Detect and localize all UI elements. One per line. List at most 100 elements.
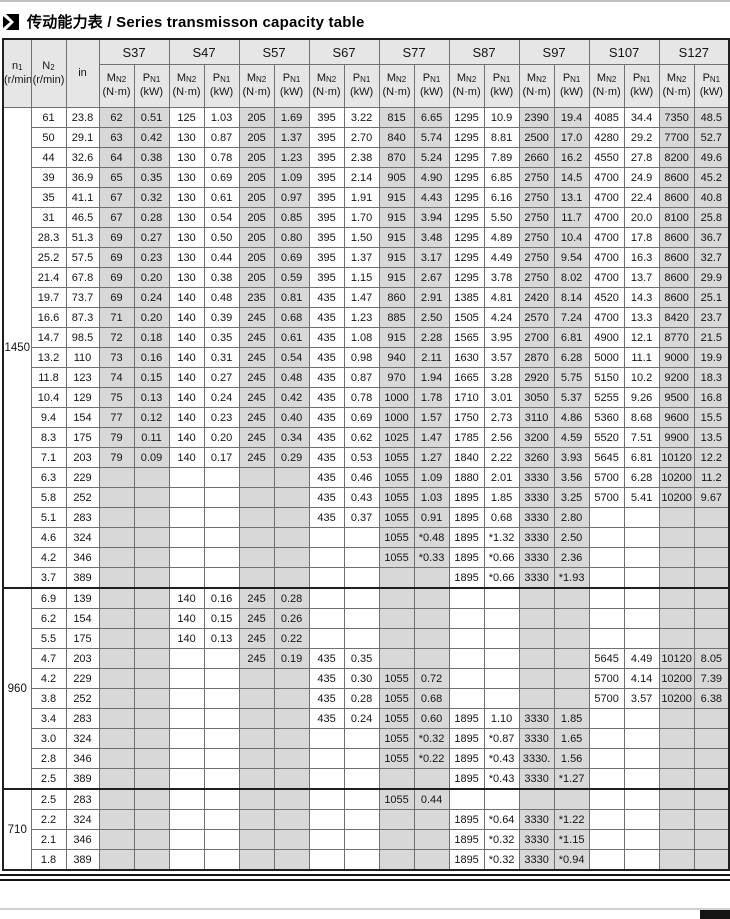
value-cell [343,809,380,830]
value-cell [238,748,275,769]
value-cell: 1.69 [273,107,310,128]
value-cell [693,768,730,790]
value-cell: 435 [308,668,345,689]
value-cell: *0.32 [483,849,520,871]
value-cell: 1.78 [413,387,450,408]
value-cell: 0.43 [343,487,380,508]
value-cell [273,527,310,548]
value-cell [588,547,625,568]
col-header-n1: n1(r/min) [2,38,32,108]
value-cell: 1895 [448,809,485,830]
value-cell: 4700 [588,167,625,188]
value-cell: 915 [378,327,415,348]
value-cell: 4.59 [553,427,590,448]
value-cell: 8200 [658,147,695,168]
table-row: 4.2 229 435 0.30 1055 0.72 5700 4.14 10200 7.39 [3,668,730,689]
value-cell: 5645 [588,447,625,468]
value-cell: 4.81 [483,287,520,308]
value-cell: 0.15 [133,367,170,388]
value-cell: 435 [308,447,345,468]
value-cell: 245 [238,327,275,348]
value-cell [203,487,240,508]
value-cell: 1.27 [413,447,450,468]
value-cell: 0.18 [133,327,170,348]
value-cell [238,849,275,871]
table-row: 19.7 73.7 69 0.24 140 0.48 235 0.81 435 1.47 860 2.… [3,287,730,308]
value-cell [378,608,415,629]
n2-cell: 50 [30,127,67,148]
value-cell: 0.13 [203,628,240,649]
value-cell: 0.11 [133,427,170,448]
value-cell [273,748,310,769]
value-cell: 1.08 [343,327,380,348]
subheader-torque-s47: MN2 (N·m) [168,64,205,108]
value-cell: 8.14 [553,287,590,308]
value-cell [588,728,625,749]
value-cell [518,688,555,709]
value-cell: 4700 [588,187,625,208]
value-cell [413,587,450,609]
value-cell [98,487,135,508]
ratio-cell: 41.1 [65,187,100,208]
value-cell [308,587,345,609]
value-cell: 0.24 [133,287,170,308]
value-cell: 915 [378,207,415,228]
value-cell: 0.22 [273,628,310,649]
value-cell [273,487,310,508]
value-cell: 5700 [588,467,625,488]
value-cell: 0.53 [343,447,380,468]
value-cell: 395 [308,167,345,188]
value-cell [133,608,170,629]
value-cell: 140 [168,628,205,649]
value-cell: 10.9 [483,107,520,128]
ratio-cell: 23.8 [65,107,100,128]
value-cell: 1.50 [343,227,380,248]
value-cell: 130 [168,187,205,208]
n1-group-label: 710 [2,788,32,871]
value-cell: 1710 [448,387,485,408]
n2-cell: 3.7 [30,567,67,589]
value-cell [98,668,135,689]
value-cell: 5.24 [413,147,450,168]
value-cell: 6.81 [553,327,590,348]
n2-cell: 9.4 [30,407,67,428]
value-cell [98,849,135,871]
value-cell [378,849,415,871]
ratio-cell: 203 [65,447,100,468]
value-cell: 0.32 [133,187,170,208]
value-cell: *0.64 [483,809,520,830]
value-cell: 71 [98,307,135,328]
value-cell [518,648,555,669]
ratio-cell: 252 [65,688,100,709]
ratio-cell: 154 [65,608,100,629]
value-cell [308,567,345,589]
table-row: 35 41.1 67 0.32 130 0.61 205 0.97 395 1.91 915 4.43… [3,187,730,208]
value-cell [133,547,170,568]
value-cell [448,628,485,649]
value-cell [623,507,660,528]
ratio-cell: 67.8 [65,267,100,288]
value-cell: 0.31 [203,347,240,368]
value-cell: 8100 [658,207,695,228]
ratio-cell: 229 [65,668,100,689]
value-cell: 245 [238,648,275,669]
value-cell: 860 [378,287,415,308]
value-cell: 435 [308,387,345,408]
value-cell: 4085 [588,107,625,128]
value-cell [693,809,730,830]
value-cell: 905 [378,167,415,188]
table-row: 8.3 175 79 0.11 140 0.20 245 0.34 435 0.62 1025 1.4… [3,427,730,448]
n2-cell: 6.2 [30,608,67,629]
value-cell [343,628,380,649]
value-cell: 3.22 [343,107,380,128]
subheader-torque-s37: MN2 (N·m) [98,64,135,108]
value-cell: 140 [168,427,205,448]
value-cell: 4550 [588,147,625,168]
subheader-power-s107: PN1 (kW) [623,64,660,108]
value-cell [378,648,415,669]
n2-cell: 31 [30,207,67,228]
value-cell [623,768,660,790]
value-cell [658,628,695,649]
value-cell [413,648,450,669]
